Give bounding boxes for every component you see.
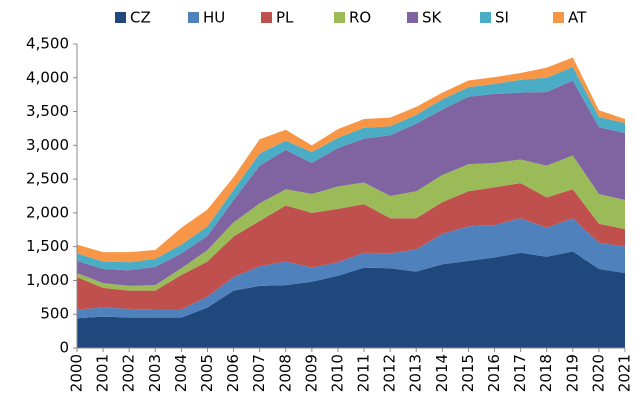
y-tick-label: 2,500 <box>26 170 69 188</box>
y-tick-label: 4,000 <box>26 68 69 86</box>
legend-label: HU <box>203 9 225 27</box>
area <box>77 183 625 310</box>
x-tick-label: 2012 <box>381 354 399 392</box>
x-tick-label: 2010 <box>328 354 346 392</box>
legend-label: RO <box>349 9 371 27</box>
x-tick-label: 2002 <box>120 354 138 392</box>
y-tick-label: 3,000 <box>26 136 69 154</box>
x-tick-label: 2006 <box>224 354 242 392</box>
y-tick-label: 1,500 <box>26 237 69 255</box>
x-tick-label: 2014 <box>433 354 451 392</box>
x-tick-label: 2005 <box>198 354 216 392</box>
legend-swatch <box>407 12 418 23</box>
area <box>77 80 625 286</box>
legend-label: SI <box>495 9 509 27</box>
area <box>77 218 625 319</box>
x-tick-label: 2013 <box>407 354 425 392</box>
x-tick-label: 2009 <box>302 354 320 392</box>
area <box>77 155 625 291</box>
x-tick-label: 2004 <box>172 354 190 392</box>
x-tick-label: 2008 <box>276 354 294 392</box>
x-tick-label: 2001 <box>94 354 112 392</box>
legend-swatch <box>553 12 564 23</box>
legend-swatch <box>115 12 126 23</box>
area <box>77 66 625 271</box>
x-tick-label: 2015 <box>459 354 477 392</box>
legend-swatch <box>480 12 491 23</box>
x-tick-label: 2021 <box>616 354 634 392</box>
y-tick-label: 0 <box>59 339 69 357</box>
legend-swatch <box>261 12 272 23</box>
x-tick-label: 2017 <box>511 354 529 392</box>
y-tick-label: 500 <box>40 305 69 323</box>
x-tick-label: 2020 <box>589 354 607 392</box>
legend-swatch <box>188 12 199 23</box>
y-tick-label: 2,000 <box>26 203 69 221</box>
y-tick-label: 3,500 <box>26 102 69 120</box>
legend-label: SK <box>422 9 443 27</box>
x-tick-label: 2018 <box>537 354 555 392</box>
legend-label: CZ <box>130 9 151 27</box>
legend-swatch <box>334 12 345 23</box>
x-tick-label: 2007 <box>250 354 268 392</box>
area <box>77 251 625 348</box>
legend-label: AT <box>568 9 587 27</box>
y-tick-label: 1,000 <box>26 271 69 289</box>
area <box>77 57 625 263</box>
x-tick-label: 2003 <box>146 354 164 392</box>
x-tick-label: 2000 <box>68 354 86 392</box>
x-tick-label: 2019 <box>563 354 581 392</box>
legend-label: PL <box>276 9 294 27</box>
x-tick-label: 2016 <box>485 354 503 392</box>
y-tick-label: 4,500 <box>26 35 69 53</box>
x-tick-label: 2011 <box>355 354 373 392</box>
